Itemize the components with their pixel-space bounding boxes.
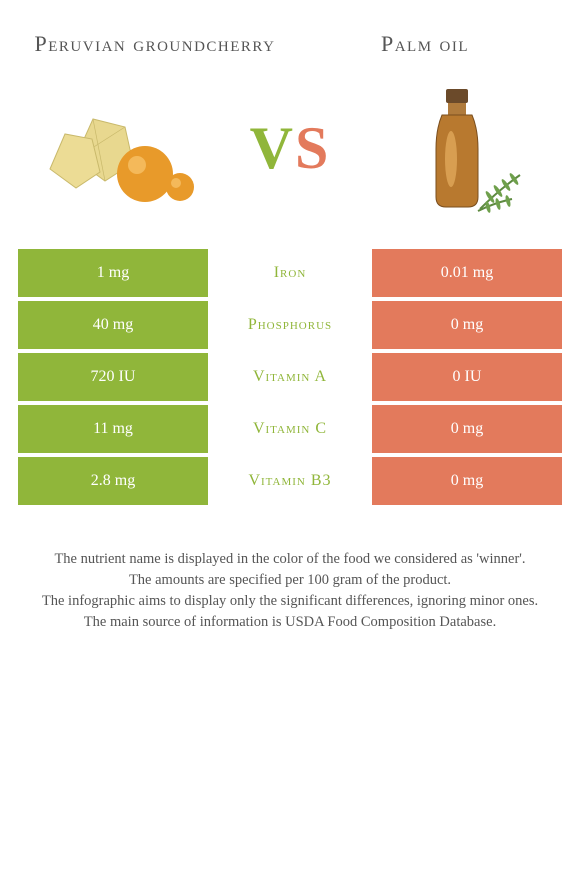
right-value: 0 IU <box>372 353 562 401</box>
vs-v: V <box>250 115 295 181</box>
header: Peruvian groundcherry Palm oil <box>0 0 580 69</box>
footer-line: The main source of information is USDA F… <box>24 612 556 633</box>
left-value: 40 mg <box>18 301 208 349</box>
left-value: 1 mg <box>18 249 208 297</box>
groundcherry-illustration <box>40 79 210 219</box>
footer-line: The infographic aims to display only the… <box>24 591 556 612</box>
right-food-title: Palm oil <box>290 30 560 59</box>
nutrient-name: Vitamin A <box>212 353 368 401</box>
palm-oil-illustration <box>370 79 540 219</box>
right-value: 0 mg <box>372 457 562 505</box>
nutrient-table: 1 mgIron0.01 mg40 mgPhosphorus0 mg720 IU… <box>0 249 580 505</box>
right-value: 0.01 mg <box>372 249 562 297</box>
nutrient-row: 2.8 mgVitamin B30 mg <box>18 457 562 505</box>
nutrient-row: 720 IUVitamin A0 IU <box>18 353 562 401</box>
nutrient-row: 1 mgIron0.01 mg <box>18 249 562 297</box>
nutrient-row: 40 mgPhosphorus0 mg <box>18 301 562 349</box>
right-value: 0 mg <box>372 301 562 349</box>
vs-s: S <box>295 115 330 181</box>
footer-line: The nutrient name is displayed in the co… <box>24 549 556 570</box>
nutrient-name: Vitamin C <box>212 405 368 453</box>
left-value: 2.8 mg <box>18 457 208 505</box>
vs-label: VS <box>250 114 331 183</box>
left-food-title: Peruvian groundcherry <box>20 30 290 59</box>
nutrient-name: Phosphorus <box>212 301 368 349</box>
footer-line: The amounts are specified per 100 gram o… <box>24 570 556 591</box>
footer-notes: The nutrient name is displayed in the co… <box>0 509 580 633</box>
hero-row: VS <box>0 69 580 249</box>
left-value: 720 IU <box>18 353 208 401</box>
nutrient-name: Vitamin B3 <box>212 457 368 505</box>
right-value: 0 mg <box>372 405 562 453</box>
nutrient-row: 11 mgVitamin C0 mg <box>18 405 562 453</box>
nutrient-name: Iron <box>212 249 368 297</box>
left-value: 11 mg <box>18 405 208 453</box>
